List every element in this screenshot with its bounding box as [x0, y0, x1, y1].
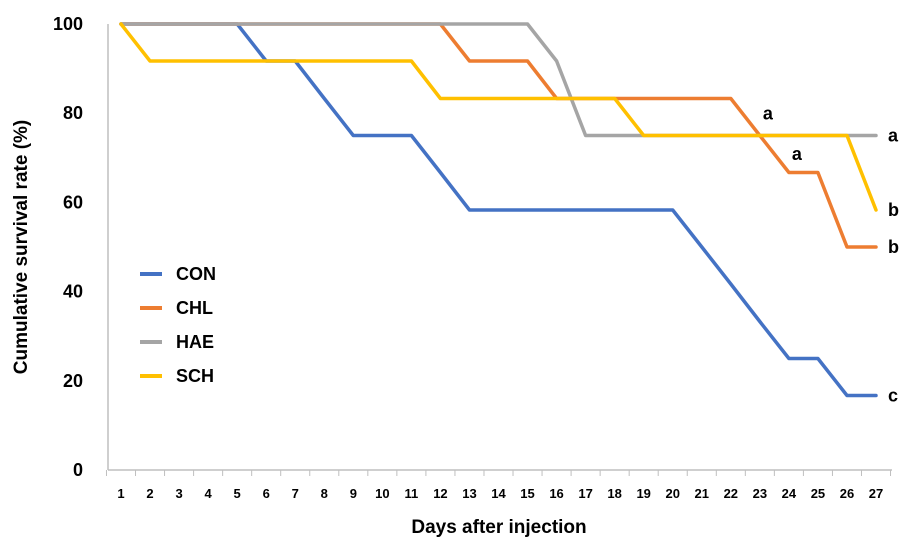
x-tick-label: 27 — [869, 486, 883, 501]
x-tick-label: 3 — [175, 486, 182, 501]
end-labels: c b a b — [888, 126, 899, 406]
y-tick-label: 40 — [63, 282, 83, 302]
x-tick-label: 12 — [433, 486, 447, 501]
y-tick-label: 60 — [63, 192, 83, 212]
axes — [107, 24, 892, 471]
legend: CON CHL HAE SCH — [140, 264, 216, 386]
x-tick-label: 14 — [491, 486, 506, 501]
series-lines — [119, 22, 878, 398]
y-tick-labels: 0 20 40 60 80 100 — [53, 14, 83, 480]
x-tick-label: 9 — [350, 486, 357, 501]
x-axis-title: Days after injection — [411, 517, 586, 538]
y-axis-title: Cumulative survival rate (%) — [11, 120, 32, 374]
y-tick-label: 0 — [73, 460, 83, 480]
x-tick-label: 4 — [204, 486, 212, 501]
x-tick-labels: 1 2 3 4 5 6 7 8 9 10 11 12 13 14 15 16 17 18 19 20 21 22 23 24 2… — [117, 486, 883, 501]
x-tick-label: 8 — [321, 486, 328, 501]
annotations: aa — [763, 104, 803, 164]
legend-label-chl: CHL — [176, 298, 213, 318]
x-tick-label: 10 — [375, 486, 389, 501]
x-tick-label: 11 — [405, 486, 419, 501]
x-tick-label: 22 — [724, 486, 738, 501]
end-label-hae: a — [888, 126, 899, 146]
x-tick-label: 7 — [292, 486, 299, 501]
series-line-sch — [119, 22, 878, 212]
x-tick-label: 15 — [520, 486, 534, 501]
x-tick-label: 6 — [263, 486, 270, 501]
x-tick-label: 18 — [607, 486, 621, 501]
x-tick-label: 17 — [578, 486, 592, 501]
x-tick-marks — [105, 470, 892, 476]
x-tick-label: 25 — [811, 486, 825, 501]
end-label-chl: b — [888, 237, 899, 257]
x-tick-label: 24 — [782, 486, 797, 501]
annotation-label: a — [763, 104, 774, 124]
y-tick-label: 20 — [63, 371, 83, 391]
x-tick-label: 20 — [665, 486, 679, 501]
annotation-label: a — [792, 144, 803, 164]
y-tick-label: 100 — [53, 14, 83, 34]
x-tick-label: 26 — [840, 486, 854, 501]
x-tick-label: 23 — [753, 486, 767, 501]
end-label-con: c — [888, 386, 898, 406]
x-tick-label: 21 — [695, 486, 709, 501]
series-line-con — [119, 22, 878, 398]
x-tick-label: 16 — [549, 486, 563, 501]
x-tick-label: 13 — [462, 486, 476, 501]
x-tick-label: 1 — [117, 486, 124, 501]
y-tick-label: 80 — [63, 103, 83, 123]
end-label-sch: b — [888, 200, 899, 220]
x-tick-label: 2 — [146, 486, 153, 501]
legend-label-sch: SCH — [176, 366, 214, 386]
x-tick-label: 5 — [234, 486, 241, 501]
legend-label-con: CON — [176, 264, 216, 284]
x-tick-label: 19 — [636, 486, 650, 501]
legend-label-hae: HAE — [176, 332, 214, 352]
